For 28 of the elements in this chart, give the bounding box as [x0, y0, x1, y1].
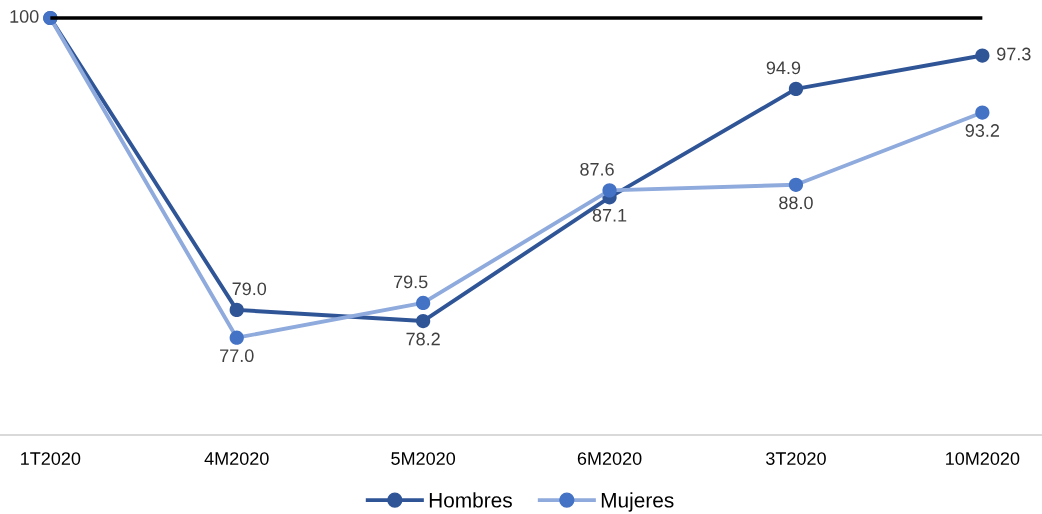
data-label: 87.1 [592, 208, 627, 222]
data-label: 78.2 [406, 332, 440, 346]
point [416, 295, 431, 311]
point [229, 330, 244, 345]
data-label: 79.0 [232, 282, 267, 296]
point [229, 302, 244, 318]
x-tick-label: 10M2020 [946, 452, 1020, 465]
data-label: 79.5 [393, 275, 428, 289]
data-label: 94.9 [766, 61, 801, 75]
data-label: 100 [10, 10, 39, 23]
legend-label: Hombres [429, 492, 512, 508]
x-tick-label: 4M2020 [204, 452, 269, 465]
data-label: 93.2 [965, 124, 1000, 137]
x-tick-label: 6M2020 [577, 452, 642, 465]
data-label: 88.0 [779, 196, 813, 210]
x-tick-label: 5M2020 [391, 452, 456, 465]
point [416, 313, 431, 329]
x-tick-label: 3T2020 [766, 452, 826, 465]
point [975, 48, 990, 63]
point [975, 105, 990, 120]
data-label: 87.6 [580, 162, 614, 176]
data-label: 77.0 [220, 349, 254, 363]
point [788, 81, 804, 97]
point [602, 183, 617, 198]
point [788, 177, 804, 192]
x-tick-label: 1T2020 [21, 452, 81, 465]
data-label: 97.3 [997, 47, 1031, 61]
legend-label: Mujeres [601, 492, 674, 512]
